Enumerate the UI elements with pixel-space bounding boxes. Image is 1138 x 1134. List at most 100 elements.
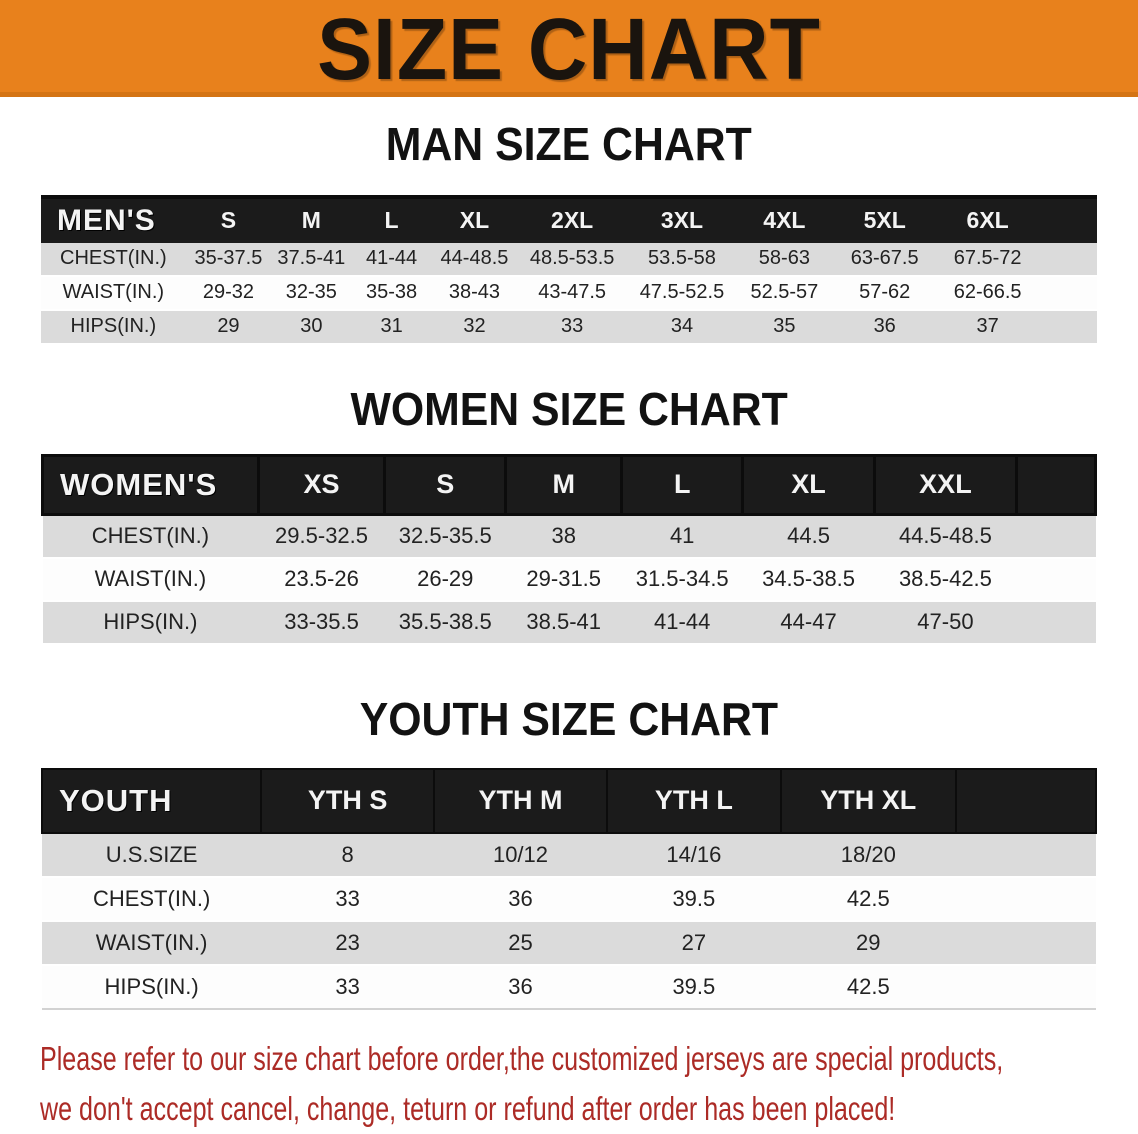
spacer-cell (1015, 453, 1097, 516)
cell: 47-50 (874, 600, 1017, 645)
men-header-row: MEN'S S M L XL 2XL 3XL 4XL 5XL 6XL (41, 194, 1097, 243)
cell: 39.5 (606, 964, 781, 1010)
women-chest-row: CHEST(IN.) 29.5-32.5 32.5-35.5 38 41 44.… (42, 514, 1096, 559)
cell: 41 (621, 514, 743, 559)
cell: 48.5-53.5 (517, 242, 628, 277)
row-label: CHEST(IN.) (41, 242, 186, 277)
spacer-cell (955, 964, 1096, 1010)
cell: 32.5-35.5 (384, 514, 506, 559)
youth-size-table: YOUTH YTH S YTH M YTH L YTH XL U.S.SIZE … (40, 767, 1098, 1010)
spacer-cell (955, 832, 1096, 878)
cell: 14/16 (606, 832, 781, 878)
row-label: U.S.SIZE (42, 832, 262, 878)
women-header-row: WOMEN'S XS S M L XL XXL (41, 453, 1097, 516)
cell: 10/12 (434, 832, 607, 878)
spacer-cell (1037, 275, 1097, 311)
banner-title: SIZE CHART (317, 0, 821, 98)
men-col-6xl: 6XL (937, 194, 1038, 243)
row-label: WAIST(IN.) (41, 275, 186, 311)
notice-line-2: we don't accept cancel, change, teturn o… (40, 1084, 1138, 1134)
youth-section: YOUTH SIZE CHART YOUTH YTH S YTH M YTH L… (0, 693, 1138, 1010)
cell: 44-48.5 (431, 242, 518, 277)
spacer-cell (954, 767, 1098, 834)
cell: 33 (261, 876, 435, 922)
cell: 23.5-26 (258, 557, 385, 602)
cell: 47.5-52.5 (627, 275, 737, 311)
cell: 18/20 (780, 832, 956, 878)
cell: 38-43 (431, 275, 518, 311)
women-section-heading-text: WOMEN SIZE CHART (350, 382, 788, 435)
youth-header-row: YOUTH YTH S YTH M YTH L YTH XL (40, 767, 1098, 834)
cell: 44-47 (742, 600, 875, 645)
men-col-5xl: 5XL (831, 194, 938, 243)
cell: 62-66.5 (937, 275, 1038, 311)
cell: 37 (937, 309, 1038, 345)
cell: 29 (185, 309, 272, 345)
youth-chest-row: CHEST(IN.) 33 36 39.5 42.5 (42, 876, 1096, 922)
cell: 38.5-41 (505, 600, 622, 645)
youth-col-l: YTH L (605, 767, 782, 834)
youth-col-xl: YTH XL (779, 767, 957, 834)
youth-section-heading: YOUTH SIZE CHART (0, 693, 1138, 746)
youth-hips-row: HIPS(IN.) 33 36 39.5 42.5 (42, 964, 1096, 1010)
cell: 33 (517, 309, 628, 345)
row-label: WAIST(IN.) (42, 557, 259, 602)
women-table-title: WOMEN'S (41, 453, 260, 516)
row-label: HIPS(IN.) (42, 600, 259, 645)
row-label: CHEST(IN.) (42, 514, 259, 559)
cell: 37.5-41 (271, 242, 352, 277)
row-label: WAIST(IN.) (42, 920, 262, 966)
cell: 29-32 (185, 275, 272, 311)
notice-line-2-text: we don't accept cancel, change, teturn o… (40, 1089, 896, 1127)
cell: 35-37.5 (185, 242, 272, 277)
women-waist-row: WAIST(IN.) 23.5-26 26-29 29-31.5 31.5-34… (42, 557, 1096, 602)
footer-notice: Please refer to our size chart before or… (40, 1034, 1138, 1134)
men-col-4xl: 4XL (736, 194, 832, 243)
men-col-xl: XL (431, 194, 518, 243)
cell: 63-67.5 (831, 242, 938, 277)
youth-section-heading-text: YOUTH SIZE CHART (359, 692, 779, 745)
cell: 35 (736, 309, 832, 345)
size-chart-banner: SIZE CHART (0, 0, 1138, 97)
men-table-title: MEN'S (41, 194, 186, 243)
cell: 29.5-32.5 (258, 514, 385, 559)
cell: 36 (831, 309, 938, 345)
women-col-l: L (620, 453, 745, 516)
row-label: CHEST(IN.) (42, 876, 262, 922)
men-section-heading-text: MAN SIZE CHART (385, 118, 752, 170)
cell: 36 (434, 964, 607, 1010)
cell: 35.5-38.5 (384, 600, 506, 645)
men-col-2xl: 2XL (517, 194, 628, 243)
cell: 23 (261, 920, 435, 966)
cell: 35-38 (351, 275, 432, 311)
cell: 39.5 (606, 876, 781, 922)
cell: 52.5-57 (736, 275, 832, 311)
men-waist-row: WAIST(IN.) 29-32 32-35 35-38 38-43 43-47… (41, 275, 1097, 311)
women-col-xl: XL (741, 453, 876, 516)
men-col-l: L (351, 194, 432, 243)
women-col-s: S (383, 453, 508, 516)
spacer-cell (1016, 557, 1096, 602)
men-col-s: S (185, 194, 272, 243)
youth-waist-row: WAIST(IN.) 23 25 27 29 (42, 920, 1096, 966)
men-col-m: M (271, 194, 352, 243)
spacer-cell (1016, 600, 1096, 645)
women-section-heading: WOMEN SIZE CHART (0, 383, 1138, 436)
cell: 25 (434, 920, 607, 966)
cell: 31.5-34.5 (621, 557, 743, 602)
cell: 8 (261, 832, 435, 878)
cell: 53.5-58 (627, 242, 737, 277)
cell: 41-44 (621, 600, 743, 645)
cell: 34 (627, 309, 737, 345)
spacer-cell (1037, 309, 1097, 345)
cell: 32 (431, 309, 518, 345)
women-hips-row: HIPS(IN.) 33-35.5 35.5-38.5 38.5-41 41-4… (42, 600, 1096, 645)
cell: 26-29 (384, 557, 506, 602)
women-section: WOMEN SIZE CHART WOMEN'S XS S M L XL XXL… (0, 383, 1138, 645)
men-hips-row: HIPS(IN.) 29 30 31 32 33 34 35 36 37 (41, 309, 1097, 345)
cell: 42.5 (780, 964, 956, 1010)
cell: 27 (606, 920, 781, 966)
youth-col-m: YTH M (433, 767, 608, 834)
cell: 36 (434, 876, 607, 922)
men-size-table: MEN'S S M L XL 2XL 3XL 4XL 5XL 6XL CHEST… (41, 194, 1097, 345)
